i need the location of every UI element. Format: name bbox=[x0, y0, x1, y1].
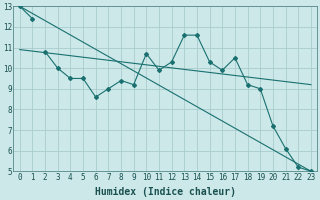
X-axis label: Humidex (Indice chaleur): Humidex (Indice chaleur) bbox=[95, 187, 236, 197]
